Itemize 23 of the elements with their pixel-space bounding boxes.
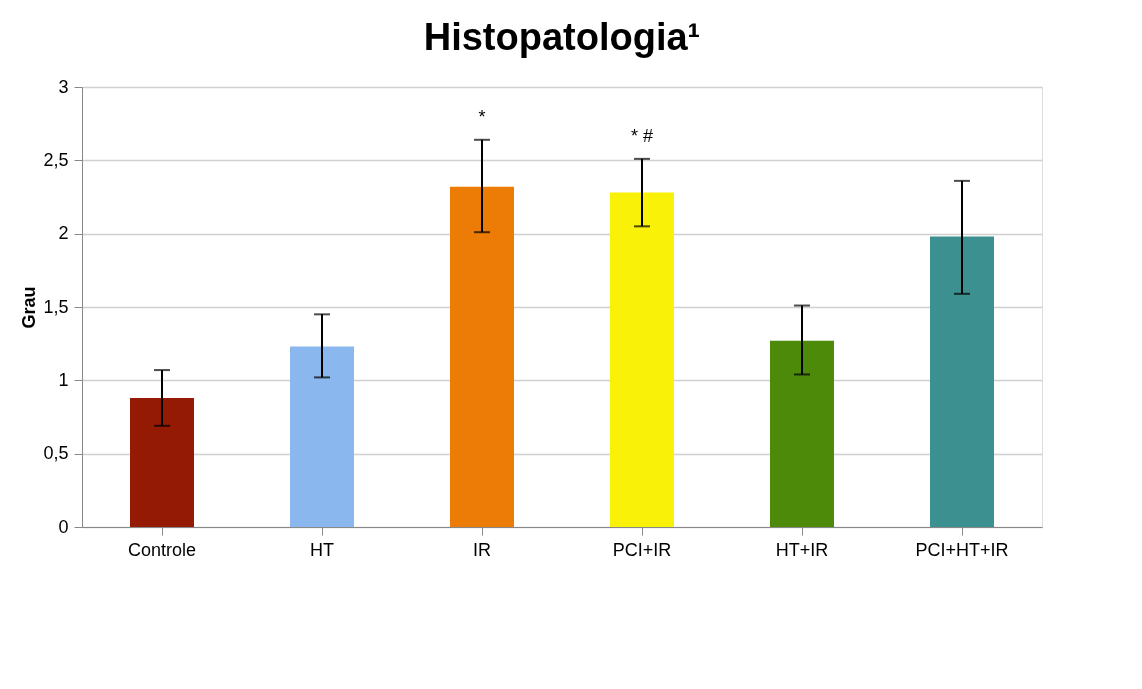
annotation: * # <box>630 125 654 146</box>
bar <box>930 236 994 527</box>
y-tick-label: 2 <box>58 223 69 244</box>
bar <box>770 340 834 527</box>
annotation: * <box>478 106 486 127</box>
bar <box>290 346 354 527</box>
y-tick-label: 1,5 <box>43 296 69 317</box>
x-tick-label: HT <box>310 539 334 560</box>
x-tick-label: PCI+HT+IR <box>915 539 1009 560</box>
x-tick-label: Controle <box>127 539 197 560</box>
x-tick-label: PCI+IR <box>612 539 672 560</box>
y-tick-label: 0,5 <box>43 443 69 464</box>
y-tick-label: 0 <box>58 516 69 537</box>
bar <box>610 192 674 527</box>
x-tick-label: HT+IR <box>775 539 829 560</box>
x-tick-label: IR <box>473 539 491 560</box>
y-tick-label: 1 <box>58 369 69 390</box>
bar <box>130 397 194 527</box>
y-tick-label: 2,5 <box>43 149 69 170</box>
y-axis-title: Grau <box>19 286 40 329</box>
chart-title: Histopatologia¹ <box>423 16 701 58</box>
bar <box>450 186 514 527</box>
y-tick-label: 3 <box>58 76 69 97</box>
